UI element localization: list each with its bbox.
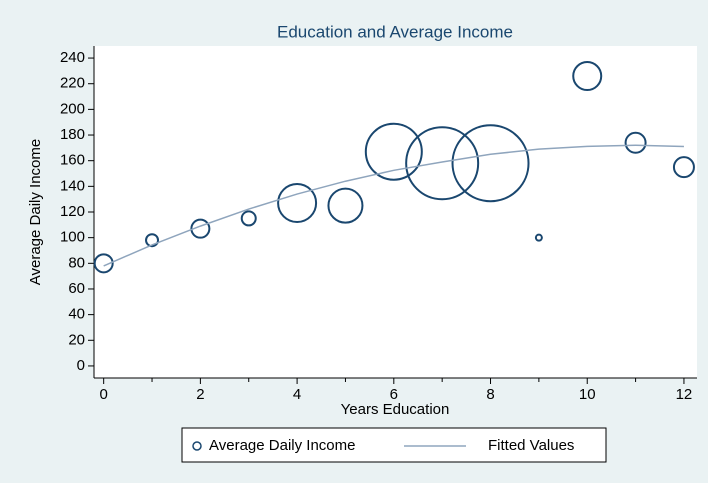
bubble <box>190 218 211 239</box>
bubble <box>240 210 257 227</box>
bubble <box>672 156 695 179</box>
y-tick-label: 60 <box>68 280 85 297</box>
x-tick-label: 12 <box>676 386 693 403</box>
bubble <box>624 131 647 154</box>
bubble <box>451 124 530 203</box>
y-tick-label: 0 <box>77 357 85 374</box>
y-tick-label: 200 <box>60 100 85 117</box>
bubble <box>534 233 543 242</box>
plot-area <box>94 46 697 378</box>
bubble <box>364 122 423 181</box>
legend-label: Average Daily Income <box>209 437 355 454</box>
x-tick-label: 0 <box>99 386 107 403</box>
y-tick-label: 40 <box>68 306 85 323</box>
chart-title: Education and Average Income <box>277 22 513 41</box>
bubble <box>572 61 603 92</box>
bubble <box>145 233 160 248</box>
y-tick-label: 220 <box>60 75 85 92</box>
y-tick-label: 20 <box>68 331 85 348</box>
bubble <box>93 253 114 274</box>
legend-marker <box>192 441 202 451</box>
x-tick-label: 6 <box>390 386 398 403</box>
y-tick-label: 140 <box>60 177 85 194</box>
bubble <box>277 183 318 224</box>
bubble <box>327 187 364 224</box>
x-tick-label: 4 <box>293 386 301 403</box>
y-tick-label: 180 <box>60 126 85 143</box>
legend-label: Fitted Values <box>488 437 574 454</box>
legend <box>181 427 607 463</box>
x-axis-label: Years Education <box>341 401 450 418</box>
fitted-line <box>103 144 684 267</box>
y-tick-label: 80 <box>68 254 85 271</box>
y-tick-label: 160 <box>60 152 85 169</box>
y-tick-label: 100 <box>60 229 85 246</box>
y-tick-label: 120 <box>60 203 85 220</box>
y-axis-label: Average Daily Income <box>27 139 44 285</box>
x-tick-label: 8 <box>486 386 494 403</box>
x-tick-label: 10 <box>579 386 596 403</box>
x-tick-label: 2 <box>196 386 204 403</box>
bubble <box>405 126 480 201</box>
y-tick-label: 240 <box>60 49 85 66</box>
